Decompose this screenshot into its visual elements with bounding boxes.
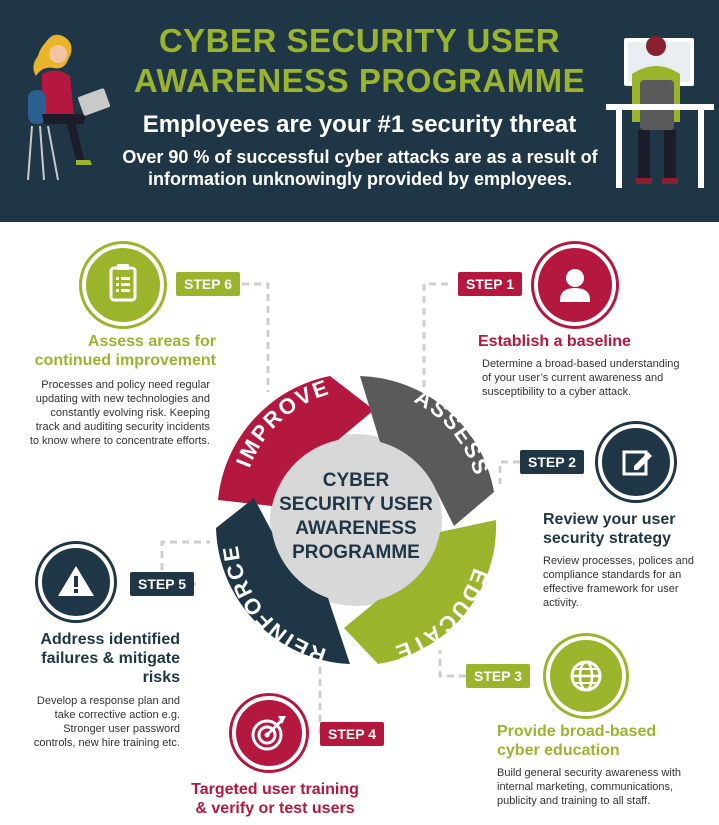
step6-title: Assess areas for continued improvement xyxy=(20,332,216,370)
header-note-line2: information unknowingly provided by empl… xyxy=(147,169,573,189)
step2-desc-line1: Review processes, polices and xyxy=(543,555,695,567)
step6-desc-line4: track and auditing security incidents xyxy=(35,421,210,433)
step1-tag: STEP 1 xyxy=(458,272,522,296)
step4-title: Targeted user training & verify or test … xyxy=(180,780,370,818)
center-text-line3: AWARENESS xyxy=(295,518,416,539)
ring-segment-educate xyxy=(344,520,497,664)
user-icon xyxy=(560,269,590,302)
step1-description: Determine a broad-based understanding of… xyxy=(482,357,712,399)
step6-desc-line2: updating with new technologies and xyxy=(35,393,210,405)
ring-segment-improve xyxy=(218,376,374,506)
step6-desc-line5: to know where to concentrate efforts. xyxy=(29,435,210,447)
step6-desc-line3: constantly evolving risk. Keeping xyxy=(50,407,210,419)
step3-desc-line1: Build general security awareness with xyxy=(497,767,682,779)
step2-title: Review your user security strategy xyxy=(543,510,713,548)
step1-badge xyxy=(534,244,616,326)
center-text-line4: PROGRAMME xyxy=(292,542,420,563)
header-note-line1: Over 90 % of successful cyber attacks ar… xyxy=(122,147,598,167)
center-text-line1: CYBER xyxy=(323,470,390,491)
step3-tag: STEP 3 xyxy=(466,664,530,688)
woman-with-laptop-illustration xyxy=(27,34,111,181)
header-title-line1: CYBER SECURITY USER xyxy=(158,22,561,59)
step4-title-line1: Targeted user training xyxy=(191,781,359,798)
step1-title: Establish a baseline xyxy=(478,332,708,351)
globe-icon xyxy=(570,660,602,692)
ring-segment-reinforce xyxy=(216,498,350,664)
step5-title-line2: failures & mitigate xyxy=(41,650,180,667)
step2-desc-line3: effective framework for user xyxy=(543,583,679,595)
step5-title-line3: risks xyxy=(142,669,180,686)
step6-tag: STEP 6 xyxy=(176,272,240,296)
step5-desc-line1: Develop a response plan and xyxy=(36,695,180,707)
step6-title-line1: Assess areas for xyxy=(87,333,216,350)
step5-desc-line2: take corrective action e.g. xyxy=(54,709,180,721)
step1-desc-line3: susceptibility to a cyber attack. xyxy=(482,386,632,398)
step1-desc-line2: of your user’s current awareness and xyxy=(482,372,664,384)
step6-badge xyxy=(82,244,164,326)
step1-desc-line1: Determine a broad-based understanding xyxy=(482,358,680,370)
step3-description: Build general security awareness with in… xyxy=(497,766,717,808)
warning-icon xyxy=(58,566,94,596)
edit-icon xyxy=(622,450,652,476)
step3-title-line1: Provide broad-based xyxy=(497,723,657,740)
man-at-desk-illustration xyxy=(606,36,714,188)
step2-badge xyxy=(598,424,674,500)
header-banner: CYBER SECURITY USER AWARENESS PROGRAMME … xyxy=(0,0,719,222)
step2-title-line1: Review your user xyxy=(543,511,676,528)
header-subtitle: Employees are your #1 security threat xyxy=(142,111,577,138)
step5-tag: STEP 5 xyxy=(130,572,194,596)
step5-title: Address identified failures & mitigate r… xyxy=(20,630,180,687)
step3-title-line2: cyber education xyxy=(497,742,620,759)
step5-description: Develop a response plan and take correct… xyxy=(10,694,180,750)
step5-title-line1: Address identified xyxy=(40,631,180,648)
target-icon xyxy=(251,716,286,751)
step3-badge xyxy=(546,636,626,716)
step2-desc-line4: activity. xyxy=(543,597,579,609)
step3-title: Provide broad-based cyber education xyxy=(497,722,707,760)
step5-badge xyxy=(38,544,114,620)
ring-segment-assess xyxy=(360,376,494,526)
step6-description: Processes and policy need regular updati… xyxy=(10,378,210,448)
step3-desc-line3: publicity and training to all staff. xyxy=(497,795,651,807)
step6-desc-line1: Processes and policy need regular xyxy=(41,379,210,391)
step4-tag: STEP 4 xyxy=(320,722,384,746)
step4-badge xyxy=(232,696,306,770)
step2-tag: STEP 2 xyxy=(520,450,584,474)
step5-desc-line3: Stronger user password xyxy=(63,723,180,735)
step6-title-line2: continued improvement xyxy=(34,352,216,369)
clipboard-icon xyxy=(109,264,137,302)
step4-title-line2: & verify or test users xyxy=(195,800,355,817)
header-title-line2: AWARENESS PROGRAMME xyxy=(133,62,586,99)
step2-desc-line2: compliance standards for an xyxy=(543,569,682,581)
step5-desc-line4: controls, new hire training etc. xyxy=(33,737,180,749)
center-text-line2: SECURITY USER xyxy=(279,494,433,515)
step2-title-line2: security strategy xyxy=(543,530,672,547)
step3-desc-line2: internal marketing, communications, xyxy=(497,781,674,793)
center-circle xyxy=(270,434,442,606)
step1-title-line1: Establish a baseline xyxy=(478,333,631,350)
header-note: Over 90 % of successful cyber attacks ar… xyxy=(110,146,610,190)
step2-description: Review processes, polices and compliance… xyxy=(543,554,713,610)
